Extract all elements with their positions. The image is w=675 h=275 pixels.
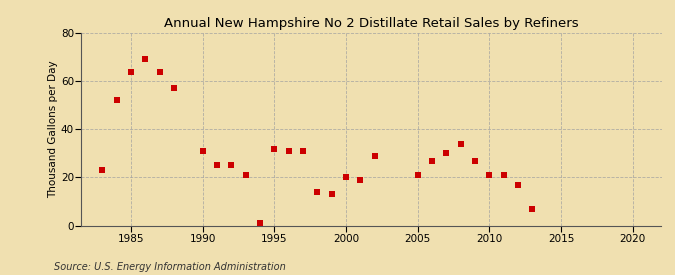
Point bbox=[355, 178, 366, 182]
Point bbox=[412, 173, 423, 177]
Point bbox=[427, 158, 437, 163]
Point bbox=[197, 149, 208, 153]
Point bbox=[97, 168, 108, 172]
Point bbox=[470, 158, 481, 163]
Point bbox=[111, 98, 122, 103]
Point bbox=[456, 141, 466, 146]
Point bbox=[269, 146, 280, 151]
Title: Annual New Hampshire No 2 Distillate Retail Sales by Refiners: Annual New Hampshire No 2 Distillate Ret… bbox=[164, 17, 578, 31]
Point bbox=[312, 190, 323, 194]
Point bbox=[498, 173, 509, 177]
Point bbox=[327, 192, 338, 196]
Point bbox=[513, 182, 524, 187]
Point bbox=[212, 163, 223, 167]
Y-axis label: Thousand Gallons per Day: Thousand Gallons per Day bbox=[48, 60, 58, 198]
Point bbox=[126, 69, 136, 74]
Point bbox=[298, 149, 308, 153]
Point bbox=[155, 69, 165, 74]
Point bbox=[284, 149, 294, 153]
Point bbox=[254, 221, 265, 225]
Point bbox=[140, 57, 151, 62]
Point bbox=[226, 163, 237, 167]
Point bbox=[527, 207, 538, 211]
Point bbox=[441, 151, 452, 155]
Point bbox=[341, 175, 352, 180]
Point bbox=[240, 173, 251, 177]
Point bbox=[369, 153, 380, 158]
Point bbox=[169, 86, 180, 90]
Text: Source: U.S. Energy Information Administration: Source: U.S. Energy Information Administ… bbox=[54, 262, 286, 272]
Point bbox=[484, 173, 495, 177]
